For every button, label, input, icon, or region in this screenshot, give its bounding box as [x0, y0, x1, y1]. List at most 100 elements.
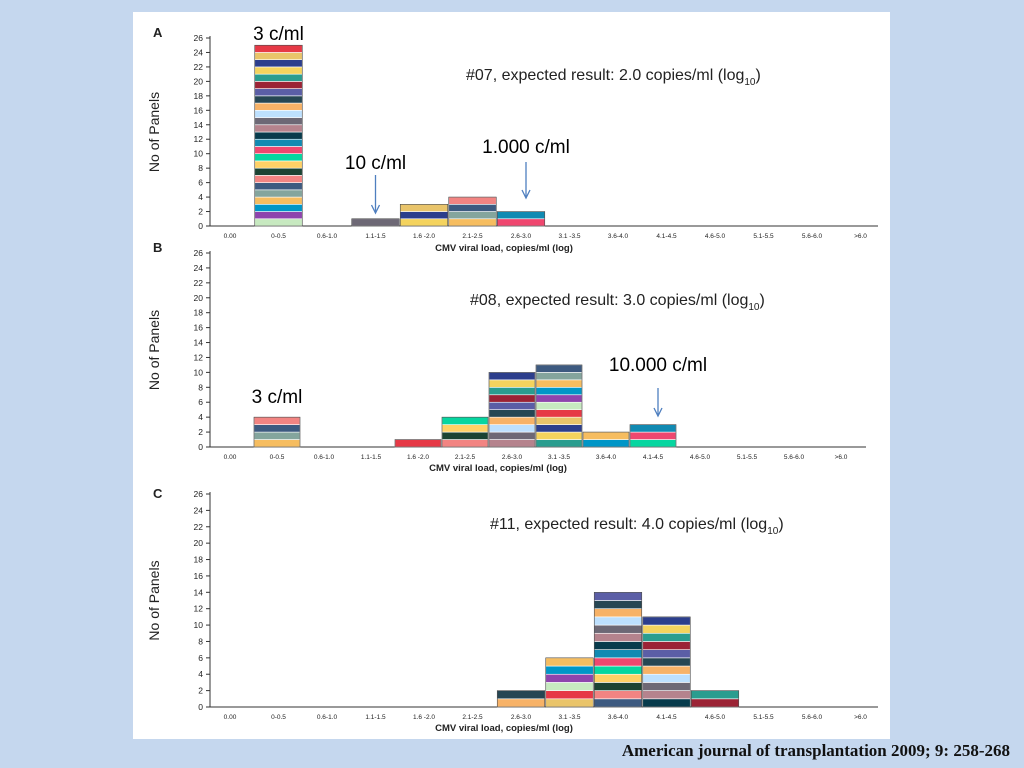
x-tick-label: 3.1 -3.5 [548, 454, 570, 461]
bar-segment [545, 690, 594, 700]
y-tick-label: 12 [194, 604, 204, 614]
bar-segment [593, 624, 643, 634]
y-tick-label: 14 [194, 338, 204, 348]
chart-title: #11, expected result: 4.0 copies/ml (log… [490, 516, 784, 537]
bar-segment [629, 431, 677, 440]
bar-segment [488, 379, 536, 388]
y-tick-label: 8 [198, 382, 203, 392]
panel-letter: C [153, 486, 163, 501]
bar-segment [545, 665, 594, 675]
y-tick-label: 18 [194, 91, 204, 101]
bar-segment [545, 698, 594, 708]
bar-segment [642, 657, 691, 667]
bar-segment [448, 218, 497, 227]
bar-segment [535, 394, 583, 403]
bar-segment [254, 146, 303, 154]
y-tick-label: 20 [194, 293, 204, 303]
bar-segment [399, 211, 449, 220]
bar-segment [254, 167, 303, 176]
bar-segment [488, 439, 536, 448]
x-tick-label: 3.1 -3.5 [558, 233, 580, 240]
bar-segment [254, 95, 303, 104]
bar-segment [642, 698, 691, 708]
bar-segment [593, 600, 643, 609]
bar [496, 690, 546, 708]
bar-segment [642, 616, 691, 626]
y-tick-label: 16 [194, 105, 204, 115]
bar-segment [488, 387, 536, 396]
bar-segment [690, 698, 740, 708]
bar-segment [488, 394, 536, 403]
bar-segment [399, 218, 449, 227]
y-tick-label: 2 [198, 207, 203, 217]
x-tick-label: 2.6-3.0 [502, 454, 523, 461]
chart-title: #08, expected result: 3.0 copies/ml (log… [470, 292, 765, 313]
bar-segment [254, 196, 303, 205]
x-tick-label: 5.1-5.5 [753, 233, 774, 240]
x-axis-label: CMV viral load, copies/ml (log) [429, 463, 567, 474]
annotation-label: 3 c/ml [252, 387, 303, 408]
x-tick-label: 0.6-1.0 [314, 454, 335, 461]
y-tick-label: 4 [198, 412, 203, 422]
bar-segment [254, 189, 303, 198]
bar-segment [448, 204, 497, 212]
bar-segment [535, 409, 583, 418]
y-tick-label: 6 [198, 178, 203, 188]
bar-segment [642, 690, 691, 700]
x-tick-label: 3.6-4.0 [596, 454, 617, 461]
x-tick-label: 1.6 -2.0 [413, 714, 435, 721]
x-tick-label: 2.1-2.5 [455, 454, 476, 461]
figure-panel: A #07, expected result: 2.0 copies/ml (lo… [133, 12, 890, 739]
bar-segment [448, 211, 497, 220]
bar-segment [254, 73, 303, 82]
y-tick-label: 10 [194, 367, 204, 377]
bar [593, 592, 643, 708]
y-tick-label: 20 [194, 538, 204, 548]
bar-segment [441, 416, 489, 425]
bar-segment [488, 409, 536, 418]
y-tick-label: 22 [194, 278, 204, 288]
bar-segment [496, 690, 546, 700]
bar-segment [496, 211, 546, 220]
y-tick-label: 6 [198, 653, 203, 663]
y-tick-label: 26 [194, 33, 204, 43]
bar-segment [254, 110, 303, 118]
x-tick-label: 2.1-2.5 [462, 233, 483, 240]
x-tick-label: 3.6-4.0 [608, 714, 629, 721]
bar-segment [441, 439, 489, 448]
y-tick-label: 16 [194, 571, 204, 581]
bar-segment [394, 439, 442, 448]
bar-segment [642, 649, 691, 659]
x-tick-label: >6.0 [854, 233, 867, 240]
bar [399, 204, 449, 227]
bar-segment [488, 401, 536, 410]
citation-text: American journal of transplantation 2009… [621, 741, 1010, 760]
x-tick-label: 2.6-3.0 [511, 714, 532, 721]
bar [690, 690, 740, 708]
bar-segment [254, 66, 303, 75]
bar [441, 416, 489, 448]
bar-segment [441, 431, 489, 440]
bar-segment [593, 690, 643, 700]
bar-segment [642, 641, 691, 650]
y-tick-label: 26 [194, 248, 204, 258]
y-tick-label: 22 [194, 522, 204, 532]
bar-segment [488, 431, 536, 440]
bar-segment [399, 204, 449, 212]
x-tick-label: 0.6-1.0 [317, 233, 338, 240]
bar-segment [254, 81, 303, 89]
x-tick-label: >6.0 [835, 454, 848, 461]
bar-segment [254, 117, 303, 126]
x-tick-label: 2.1-2.5 [462, 714, 483, 721]
x-tick-label: 3.6-4.0 [608, 233, 629, 240]
bar-segment [593, 698, 643, 708]
y-tick-label: 18 [194, 555, 204, 565]
bar-segment [642, 624, 691, 634]
y-tick-label: 2 [198, 686, 203, 696]
bar-segment [593, 641, 643, 650]
y-tick-label: 0 [198, 221, 203, 231]
bar [488, 372, 536, 448]
bar-segment [593, 649, 643, 659]
y-tick-label: 10 [194, 620, 204, 630]
y-tick-label: 20 [194, 76, 204, 86]
